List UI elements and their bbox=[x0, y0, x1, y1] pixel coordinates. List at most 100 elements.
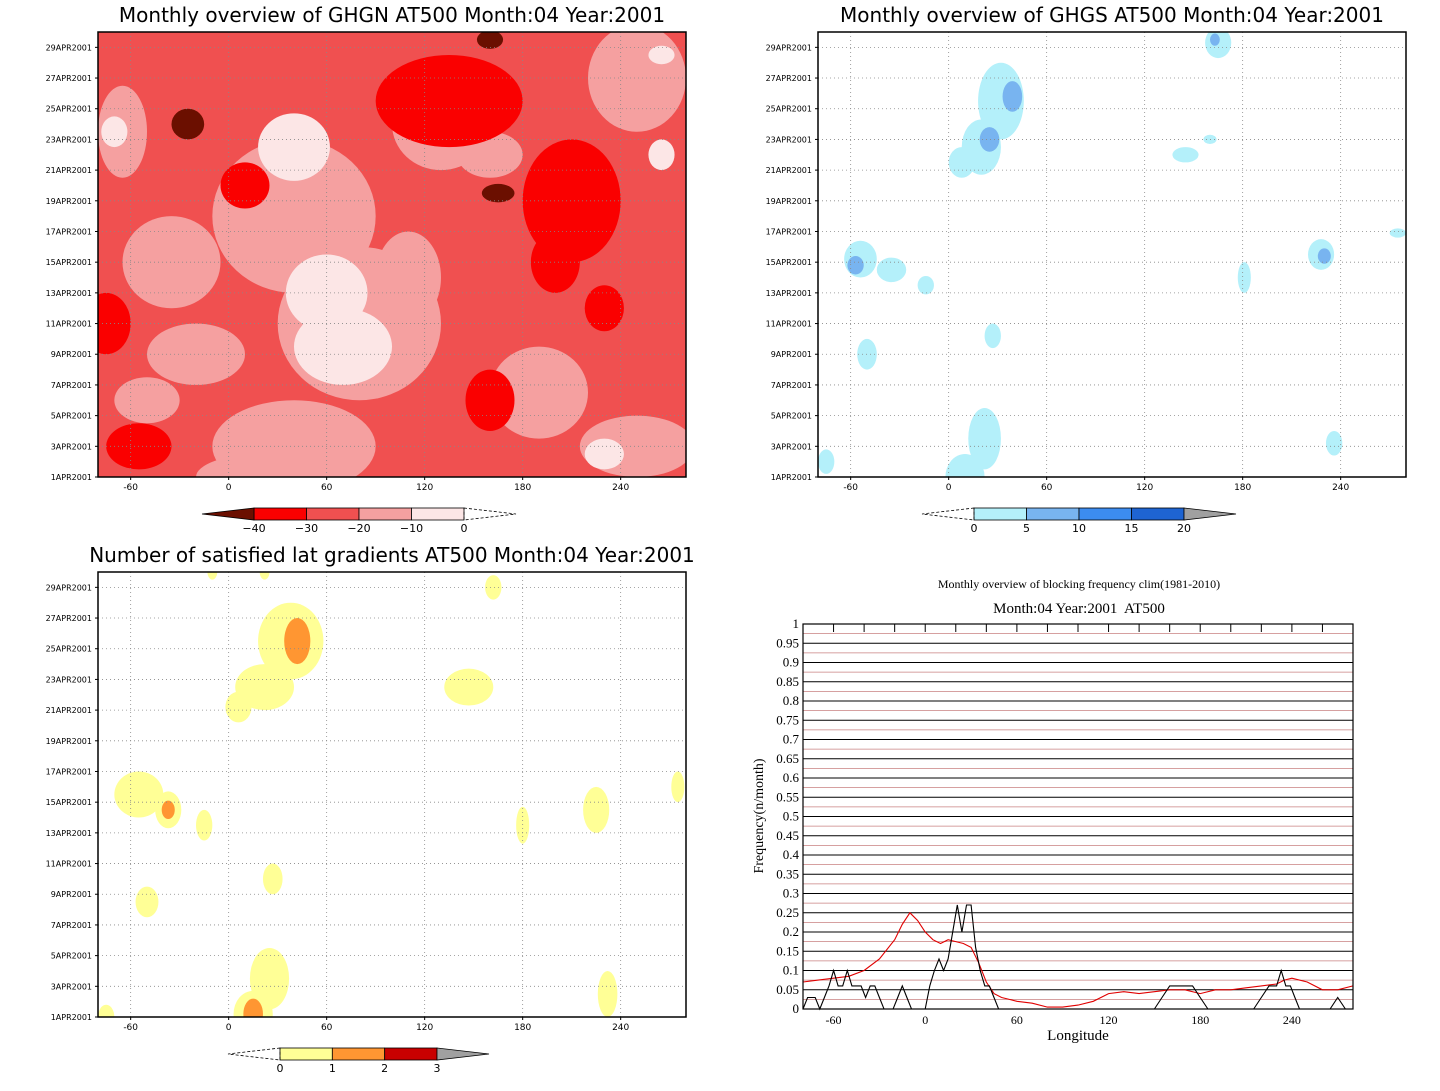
x-tick-label: 180 bbox=[1234, 483, 1251, 493]
y-tick-label: 9APR2001 bbox=[771, 350, 812, 359]
colorbar-tick-label: 2 bbox=[381, 1062, 388, 1075]
contour-blob bbox=[485, 575, 502, 600]
colorbar-segment bbox=[331, 1047, 386, 1061]
y-tick-label: 27APR2001 bbox=[766, 74, 812, 83]
blocking-title: Monthly overview of blocking frequency c… bbox=[938, 577, 1220, 591]
y-tick-label: 9APR2001 bbox=[51, 890, 92, 899]
colorbar-max-arrow bbox=[1183, 507, 1237, 521]
y-tick-label: 0.2 bbox=[783, 924, 799, 939]
contour-blob bbox=[465, 369, 515, 431]
y-tick-label: 11APR2001 bbox=[766, 320, 812, 329]
colorbar-tick-label: 0 bbox=[971, 522, 978, 535]
contour-blob bbox=[1389, 228, 1406, 238]
y-tick-label: 15APR2001 bbox=[46, 798, 92, 807]
ghgs-title: Monthly overview of GHGS AT500 Month:04 … bbox=[840, 3, 1384, 27]
contour-blob bbox=[171, 108, 205, 140]
y-tick-label: 15APR2001 bbox=[46, 258, 92, 267]
contour-blob bbox=[225, 691, 252, 723]
colorbar-tick-label: −40 bbox=[242, 522, 265, 535]
contour-blob bbox=[968, 407, 1001, 470]
lat-gradients-colorbar: 0 1 2 3 bbox=[227, 1047, 490, 1075]
ghgn-title: Monthly overview of GHGN AT500 Month:04 … bbox=[119, 3, 665, 27]
y-tick-label: 1APR2001 bbox=[51, 473, 92, 482]
ghgn-colorbar: −40 −30 −20 −10 0 bbox=[201, 507, 517, 535]
colorbar-tick-label: 15 bbox=[1125, 522, 1139, 535]
colorbar-tick-label: −20 bbox=[347, 522, 370, 535]
contour-blob bbox=[1237, 262, 1251, 293]
x-tick-label: 60 bbox=[1011, 1013, 1023, 1027]
x-tick-label: 240 bbox=[1332, 483, 1349, 493]
y-tick-label: 25APR2001 bbox=[46, 105, 92, 114]
contour-blob bbox=[1325, 430, 1343, 456]
contour-blob bbox=[979, 127, 1000, 152]
y-tick-label: 7APR2001 bbox=[771, 381, 812, 390]
contour-blob bbox=[98, 1004, 115, 1017]
colorbar-max-arrow bbox=[463, 507, 517, 521]
y-tick-label: 3APR2001 bbox=[51, 442, 92, 451]
lat-gradients-title: Number of satisfied lat gradients AT500 … bbox=[89, 543, 695, 567]
y-tick-label: 29APR2001 bbox=[46, 43, 92, 52]
y-tick-label: 17APR2001 bbox=[46, 227, 92, 236]
x-tick-label: 60 bbox=[1041, 483, 1053, 493]
y-tick-label: 0.65 bbox=[776, 751, 799, 766]
blocking-frequency-panel: Monthly overview of blocking frequency c… bbox=[752, 577, 1354, 1044]
x-tick-label: 180 bbox=[514, 483, 531, 493]
y-tick-label: 7APR2001 bbox=[51, 381, 92, 390]
y-tick-label: 9APR2001 bbox=[51, 350, 92, 359]
y-tick-label: 11APR2001 bbox=[46, 320, 92, 329]
lat-gradients-heatmap: -60 0 60 120 180 240 1APR2001 3APR2001 5APR2001 7… bbox=[46, 571, 687, 1033]
x-tick-label: 0 bbox=[922, 1013, 928, 1027]
y-tick-label: 0.7 bbox=[783, 732, 800, 747]
contour-blob bbox=[235, 664, 294, 711]
y-tick-label: 0.95 bbox=[776, 635, 799, 650]
x-tick-label: -60 bbox=[123, 483, 138, 493]
contour-blob bbox=[648, 45, 675, 65]
lat-gradients-panel: Number of satisfied lat gradients AT500 … bbox=[46, 543, 695, 1075]
y-tick-label: 15APR2001 bbox=[766, 258, 812, 267]
y-tick-label: 23APR2001 bbox=[766, 135, 812, 144]
year-series-line bbox=[802, 904, 1353, 1011]
colorbar-tick-label: 5 bbox=[1023, 522, 1030, 535]
contour-blob bbox=[122, 216, 221, 309]
y-tick-label: 0.45 bbox=[776, 828, 799, 843]
x-tick-label: 0 bbox=[946, 483, 952, 493]
y-tick-label: 17APR2001 bbox=[766, 227, 812, 236]
y-tick-label: 27APR2001 bbox=[46, 614, 92, 623]
contour-blob bbox=[1002, 81, 1023, 112]
x-tick-label: 60 bbox=[321, 483, 333, 493]
colorbar-segment bbox=[358, 507, 412, 521]
contour-blob bbox=[294, 308, 392, 385]
colorbar-min-arrow bbox=[921, 507, 975, 521]
x-tick-label: 240 bbox=[612, 483, 629, 493]
y-tick-label: 0.8 bbox=[783, 693, 799, 708]
colorbar-tick-label: 0 bbox=[277, 1062, 284, 1075]
colorbar-tick-label: −30 bbox=[295, 522, 318, 535]
y-tick-label: 21APR2001 bbox=[766, 166, 812, 175]
ghgs-heatmap: -60 0 60 120 180 240 1APR2001 3APR2001 5APR2001 7… bbox=[766, 31, 1407, 493]
x-tick-label: 0 bbox=[226, 483, 232, 493]
contour-blob bbox=[476, 32, 504, 49]
colorbar-max-arrow bbox=[436, 1047, 490, 1061]
x-tick-label: 180 bbox=[1191, 1013, 1209, 1027]
y-tick-label: 13APR2001 bbox=[766, 289, 812, 298]
contour-blob bbox=[375, 231, 442, 324]
contour-blob bbox=[262, 863, 283, 895]
colorbar-segment bbox=[973, 507, 1027, 521]
y-tick-label: 0.9 bbox=[783, 655, 799, 670]
y-tick-label: 0.25 bbox=[776, 905, 799, 920]
y-tick-label: 21APR2001 bbox=[46, 706, 92, 715]
contour-blob bbox=[818, 449, 835, 474]
y-tick-label: 0.6 bbox=[783, 770, 800, 785]
y-tick-label: 0.75 bbox=[776, 712, 799, 727]
y-tick-label: 0.5 bbox=[783, 809, 799, 824]
y-tick-label: 29APR2001 bbox=[766, 43, 812, 52]
y-tick-label: 13APR2001 bbox=[46, 829, 92, 838]
y-tick-label: 1APR2001 bbox=[771, 473, 812, 482]
colorbar-tick-label: 3 bbox=[434, 1062, 441, 1075]
ghgn-heatmap: -60 0 60 120 180 240 1APR2001 3APR2001 5APR2001 7… bbox=[46, 31, 687, 493]
y-tick-label: 0.05 bbox=[776, 982, 799, 997]
plot-frame bbox=[97, 571, 687, 1018]
contour-blob bbox=[1317, 248, 1331, 264]
contour-blob bbox=[196, 453, 327, 477]
